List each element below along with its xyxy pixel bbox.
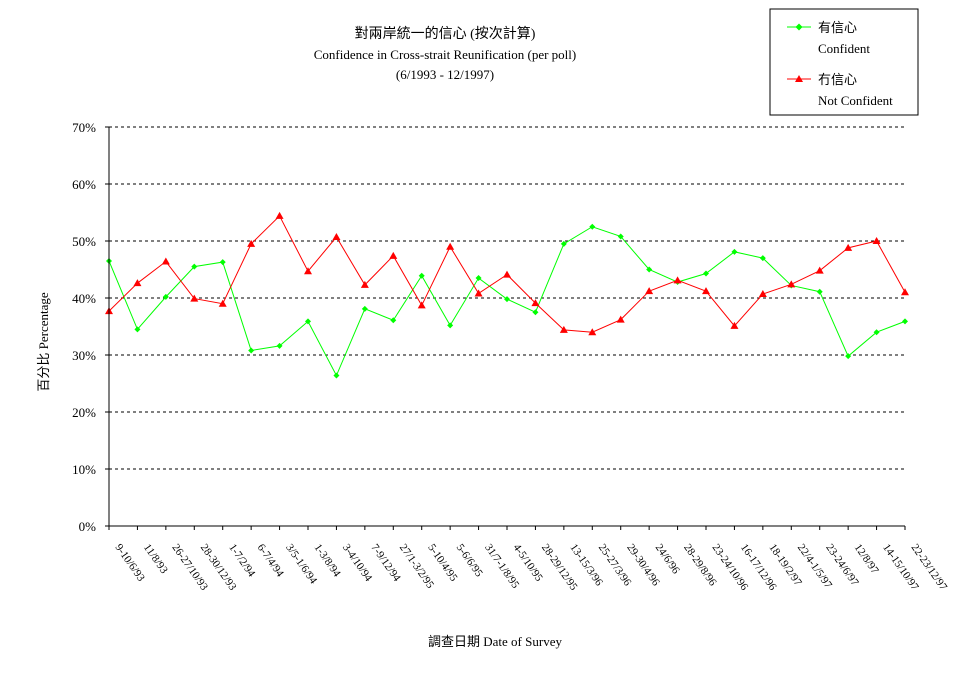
x-tick-label: 6-7/4/94: [255, 542, 286, 580]
data-point: [162, 293, 169, 300]
x-axis-label: 調查日期 Date of Survey: [428, 634, 562, 649]
data-point: [703, 270, 709, 277]
data-point: [503, 270, 511, 278]
data-point: [504, 296, 510, 303]
data-point: [134, 326, 141, 333]
data-point: [673, 276, 682, 284]
data-point: [901, 288, 909, 296]
y-tick-label: 40%: [72, 291, 96, 306]
data-point: [389, 251, 398, 259]
data-point: [333, 372, 340, 379]
data-point: [702, 287, 710, 295]
data-point: [589, 223, 596, 230]
data-point: [532, 309, 539, 316]
data-point: [161, 257, 170, 265]
data-point: [616, 315, 625, 323]
data-point: [731, 248, 738, 255]
data-point: [873, 329, 880, 336]
data-point: [844, 243, 853, 251]
legend-label-not-confident-en: Not Confident: [818, 93, 893, 108]
data-point: [332, 233, 341, 241]
data-point: [531, 299, 540, 307]
legend-label-confident-en: Confident: [818, 41, 870, 56]
legend-label-confident: 有信心: [818, 20, 857, 35]
data-point: [190, 294, 199, 302]
legend-marker-confident: [795, 23, 803, 31]
data-point: [645, 287, 654, 295]
data-point: [304, 267, 312, 275]
y-tick-label: 60%: [72, 177, 96, 192]
data-point: [305, 318, 311, 325]
data-point: [248, 347, 255, 354]
data-point: [816, 288, 823, 295]
data-point: [247, 239, 256, 247]
y-tick-label: 20%: [72, 405, 96, 420]
x-tick-label: 11/8/93: [141, 542, 170, 576]
data-point: [191, 263, 198, 270]
data-point: [276, 342, 283, 349]
data-point: [218, 299, 227, 307]
legend-label-not-confident: 冇信心: [818, 72, 857, 87]
data-point: [475, 275, 482, 282]
y-tick-label: 50%: [72, 234, 96, 249]
chart-period: (6/1993 - 12/1997): [396, 67, 494, 82]
data-point: [872, 237, 881, 244]
y-tick-label: 10%: [72, 462, 96, 477]
legend-marker-not-confident: [795, 75, 803, 82]
data-point: [902, 318, 908, 325]
data-point: [617, 233, 624, 240]
data-point: [418, 272, 425, 279]
legend: 有信心 Confident 冇信心 Not Confident: [769, 8, 919, 116]
series-not-confident: [105, 211, 909, 336]
chart-title: 對兩岸統一的信心 (按次計算): [355, 26, 536, 42]
data-point: [275, 211, 284, 219]
data-point: [845, 353, 852, 360]
y-tick-label: 30%: [72, 348, 96, 363]
data-point: [646, 266, 653, 273]
data-point: [730, 321, 739, 329]
y-axis-ticks: 0% 10% 20% 30% 40% 50% 60% 70%: [72, 120, 109, 534]
data-point: [361, 305, 368, 312]
series-confident: [106, 223, 908, 379]
data-point: [474, 289, 483, 297]
data-point: [417, 301, 426, 309]
data-point: [219, 259, 226, 266]
data-point: [560, 240, 567, 247]
y-tick-label: 70%: [72, 120, 96, 135]
data-point: [815, 266, 824, 274]
data-point: [360, 280, 369, 288]
data-point: [446, 242, 455, 250]
data-point: [559, 325, 568, 333]
series-layer: [105, 211, 909, 379]
y-tick-label: 0%: [79, 519, 97, 534]
data-point: [758, 290, 767, 298]
x-tick-label: 24/6/96: [653, 542, 682, 577]
data-point: [588, 328, 597, 336]
x-tick-label: 12/8/97: [852, 542, 881, 577]
y-axis-label: 百分比 Percentage: [36, 292, 51, 392]
data-point: [133, 279, 142, 287]
data-point: [759, 255, 766, 262]
data-point: [447, 322, 454, 329]
chart-subtitle: Confidence in Cross-strait Reunification…: [314, 47, 576, 62]
data-point: [787, 280, 796, 288]
data-point: [390, 317, 397, 324]
